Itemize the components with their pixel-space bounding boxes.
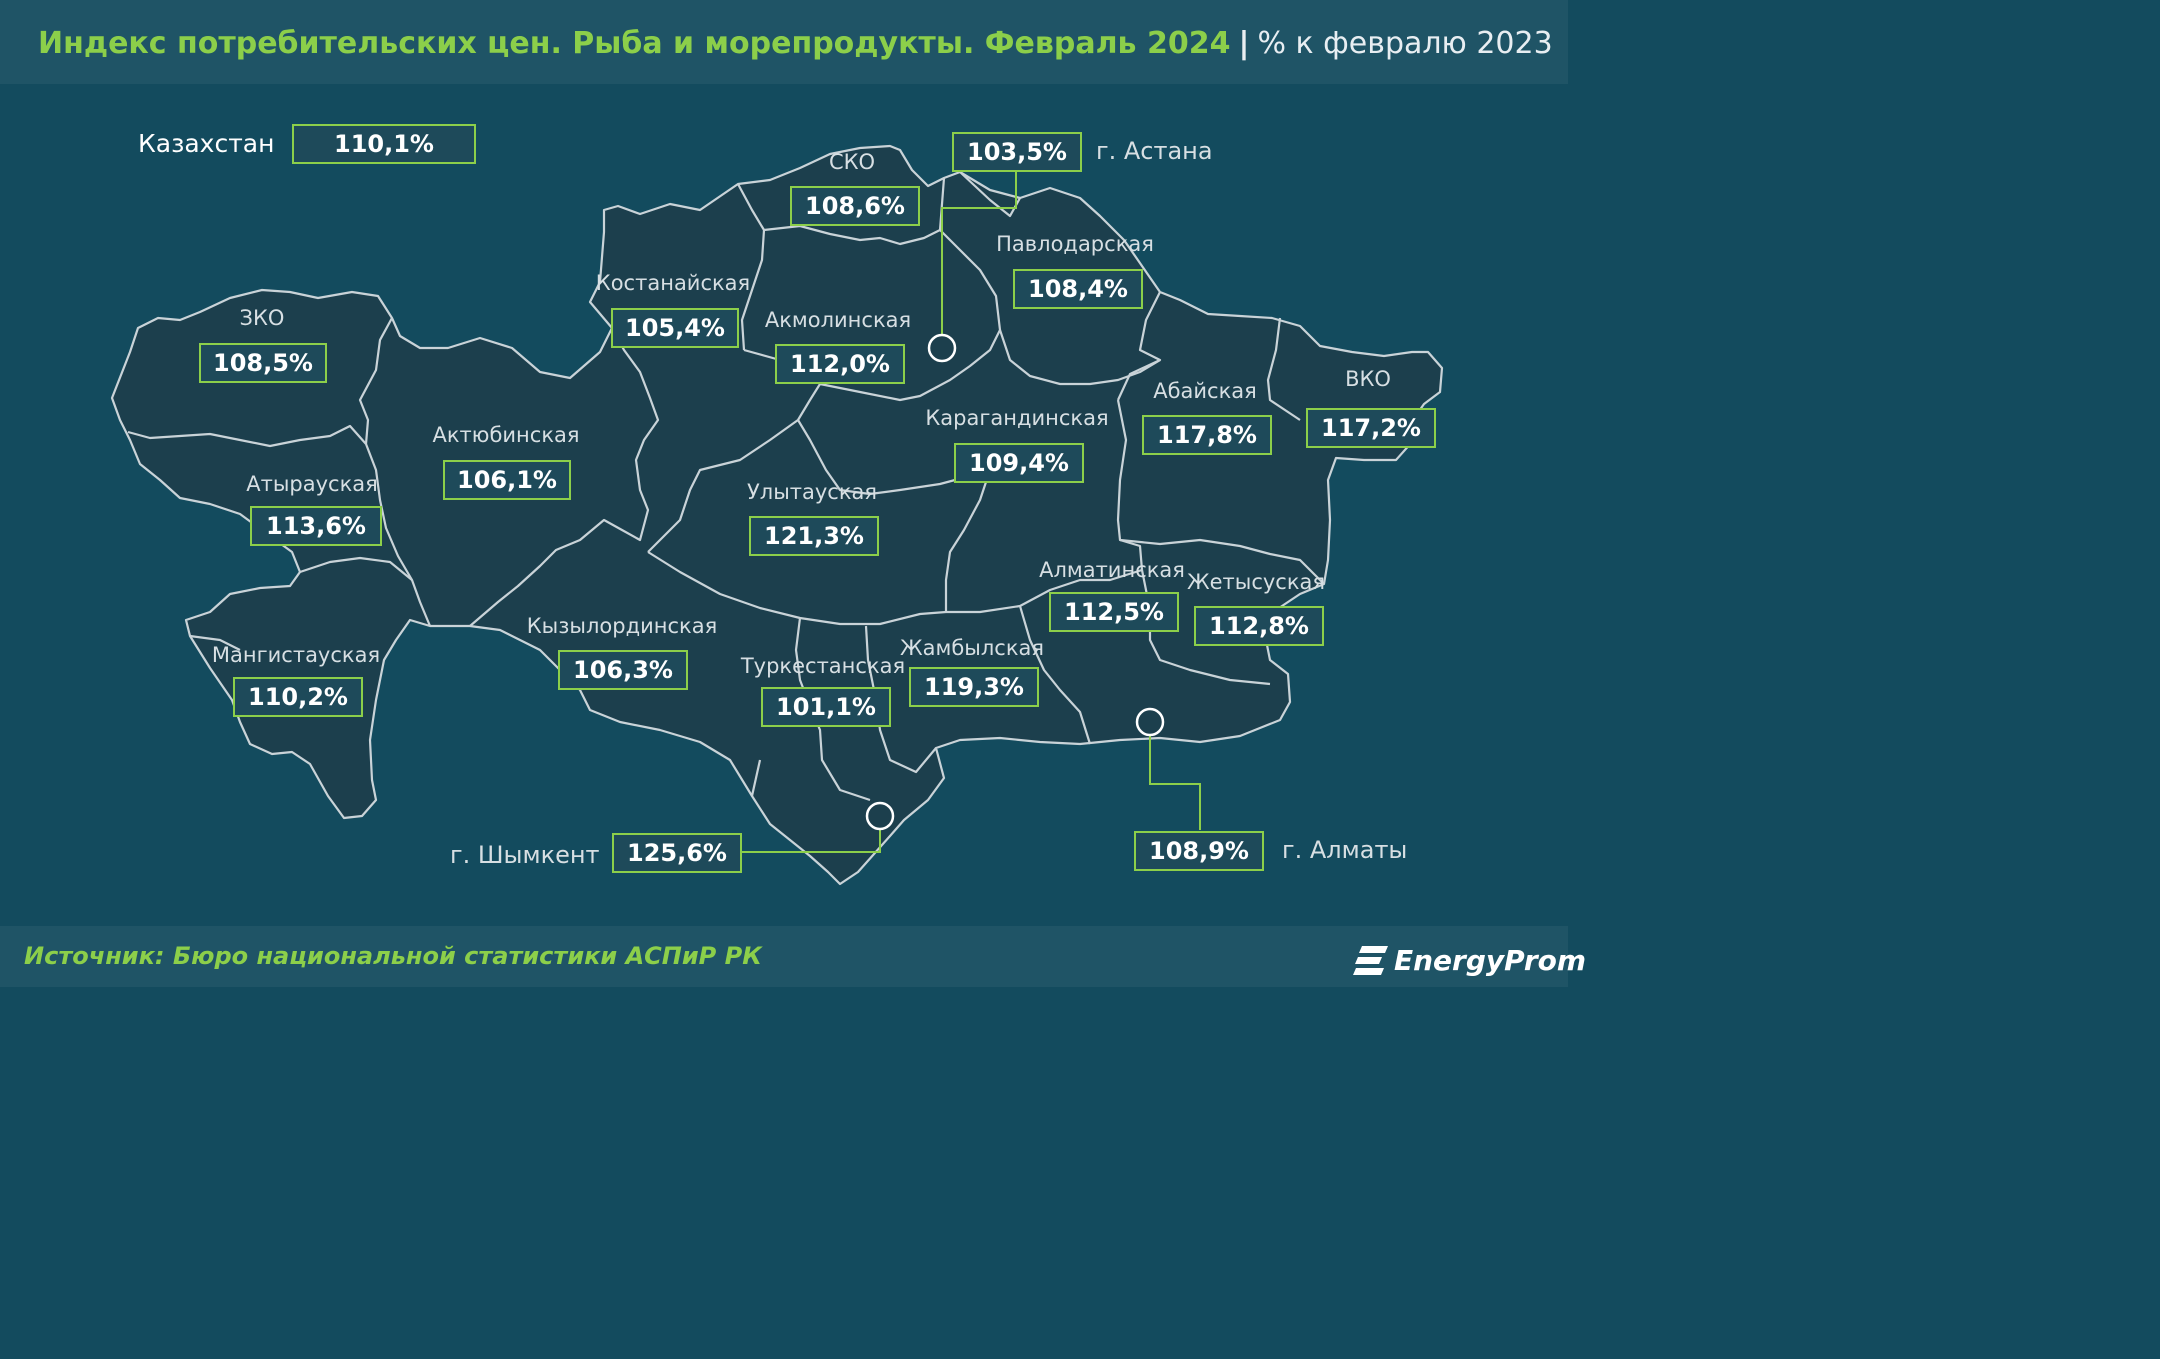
border-abai-vko xyxy=(1266,317,1301,421)
energyprom-logo: EnergyProm xyxy=(1352,938,1586,982)
city-astana-value: 103,5% xyxy=(952,132,1082,172)
kazakhstan-map xyxy=(110,144,1444,886)
city-astana-name: г. Астана xyxy=(1096,137,1213,165)
region-zko-value: 108,5% xyxy=(199,343,327,383)
region-pavlodar-value: 108,4% xyxy=(1013,269,1143,309)
region-turkestan-value: 101,1% xyxy=(761,687,891,727)
source-note: Источник: Бюро национальной статистики А… xyxy=(24,942,762,970)
region-mangystau-value: 110,2% xyxy=(233,677,363,717)
astana-leader-line xyxy=(941,168,1017,334)
title-separator: | xyxy=(1238,26,1250,61)
region-zhambyl-name: Жамбылская xyxy=(899,636,1045,660)
logo-text: EnergyProm xyxy=(1394,944,1587,977)
almaty-marker xyxy=(1135,707,1165,737)
country-value: 110,1% xyxy=(292,124,476,164)
footer-band xyxy=(0,926,1568,987)
region-zhetysu-value: 112,8% xyxy=(1194,606,1324,646)
border-karaganda-abai xyxy=(1116,399,1144,571)
almaty-leader-line xyxy=(1149,736,1201,830)
region-karaganda-value: 109,4% xyxy=(954,443,1084,483)
border-kyzylorda-turkestan-west xyxy=(750,759,762,797)
border-mangystau-inner xyxy=(189,634,241,651)
city-shymkent-value: 125,6% xyxy=(612,833,742,873)
region-zhetysu-name: Жетысуская xyxy=(1186,570,1326,594)
title-main: Индекс потребительских цен. Рыба и мореп… xyxy=(38,26,1231,61)
country-name: Казахстан xyxy=(138,129,275,158)
shymkent-marker xyxy=(865,801,895,831)
region-almaty-name: Алматинская xyxy=(1039,558,1185,582)
region-akmola-value: 112,0% xyxy=(775,344,905,384)
region-ulytau-value: 121,3% xyxy=(749,516,879,556)
region-atyrau-value: 113,6% xyxy=(250,506,382,546)
chart-title: Индекс потребительских цен. Рыба и мореп… xyxy=(38,26,1553,61)
border-zko-atyrau xyxy=(127,424,367,448)
border-zko-aktobe xyxy=(358,317,393,445)
region-atyrau-name: Атырауская xyxy=(246,472,378,496)
region-kyzylorda-value: 106,3% xyxy=(558,650,688,690)
region-mangystau-name: Мангистауская xyxy=(211,643,381,667)
region-kostanay-name: Костанайская xyxy=(595,271,751,295)
city-almaty-value: 108,9% xyxy=(1134,831,1264,871)
border-kostanay-sko xyxy=(737,183,766,351)
region-abai-value: 117,8% xyxy=(1142,415,1272,455)
region-zhambyl-value: 119,3% xyxy=(909,667,1039,707)
region-sko-value: 108,6% xyxy=(790,186,920,226)
region-kyzylorda-name: Кызылординская xyxy=(526,614,718,638)
shymkent-leader-line xyxy=(742,830,881,853)
border-karaganda-almaty xyxy=(946,568,1143,614)
border-abai-zhetysu xyxy=(1119,538,1325,585)
region-ulytau-name: Улытауская xyxy=(746,480,878,504)
border-pavlodar-karaganda xyxy=(998,329,1161,386)
astana-marker xyxy=(927,333,957,363)
border-turkestan-zhambyl xyxy=(864,625,937,774)
region-abai-name: Абайская xyxy=(1153,379,1257,403)
region-vko-name: ВКО xyxy=(1345,367,1391,391)
energyprom-logo-icon xyxy=(1353,946,1388,975)
border-atyrau-aktobe xyxy=(364,443,432,627)
region-kostanay-value: 105,4% xyxy=(611,308,739,348)
border-akmola-pavlodar xyxy=(819,229,1002,402)
region-akmola-name: Акмолинская xyxy=(764,308,912,332)
border-pavlodar-abai xyxy=(1117,291,1162,401)
region-vko-value: 117,2% xyxy=(1306,408,1436,448)
region-karaganda-name: Карагандинская xyxy=(925,406,1109,430)
region-almaty-value: 112,5% xyxy=(1049,592,1179,632)
city-shymkent-name: г. Шымкент xyxy=(450,841,600,869)
title-band xyxy=(0,0,1568,84)
region-zko-name: ЗКО xyxy=(239,306,285,330)
region-aktobe-value: 106,1% xyxy=(443,460,571,500)
border-sko-akmola xyxy=(763,177,946,246)
region-sko-name: СКО xyxy=(828,150,876,174)
title-subtitle: % к февралю 2023 xyxy=(1257,26,1553,61)
border-aktobe-kostanay xyxy=(469,327,660,627)
border-zhambyl-almaty xyxy=(1018,605,1092,745)
border-ulytau-karaganda-south xyxy=(944,469,992,612)
border-atyrau-mangystau xyxy=(299,556,413,581)
city-almaty-name: г. Алматы xyxy=(1282,836,1408,864)
region-turkestan-name: Туркестанская xyxy=(740,654,906,678)
region-aktobe-name: Актюбинская xyxy=(432,423,580,447)
region-pavlodar-name: Павлодарская xyxy=(996,232,1154,256)
